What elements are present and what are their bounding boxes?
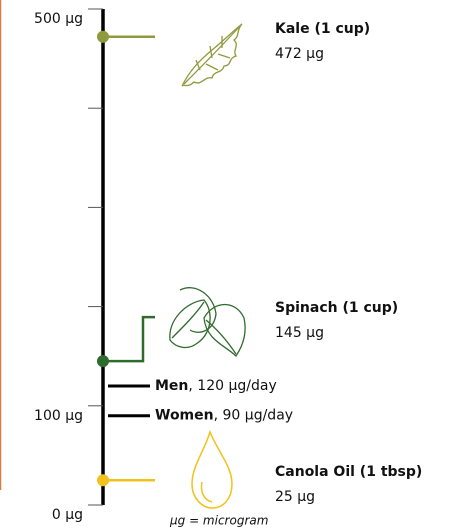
recommendation-name: Men [155,378,188,394]
chart: µg = microgram 0 µg 100 µg 500 µg Kale (1 c… [0,0,451,531]
food-label: Spinach (1 cup) [275,300,398,316]
recommendation-name: Women [155,408,214,424]
marker-line [103,317,155,361]
recommendation-label: Women, 90 µg/day [155,408,293,424]
food-label: Kale (1 cup) [275,21,370,37]
food-value: 145 µg [275,325,324,341]
spinach-icon [170,288,245,356]
recommendation-label: Men, 120 µg/day [155,378,277,394]
y-tick-label: 0 µg [52,507,83,523]
note: µg = microgram [169,514,268,528]
recommendation-value: , 120 µg/day [188,378,276,394]
recommendation-value: , 90 µg/day [214,408,293,424]
marker-dot [97,31,109,43]
y-tick-label: 500 µg [34,11,83,27]
marker-dot [97,355,109,367]
food-label: Canola Oil (1 tbsp) [275,464,422,480]
marker-dot [97,474,109,486]
kale-icon [182,24,242,86]
y-tick-label: 100 µg [34,408,83,424]
food-value: 472 µg [275,46,324,62]
food-value: 25 µg [275,489,315,505]
oil-icon [192,432,232,508]
